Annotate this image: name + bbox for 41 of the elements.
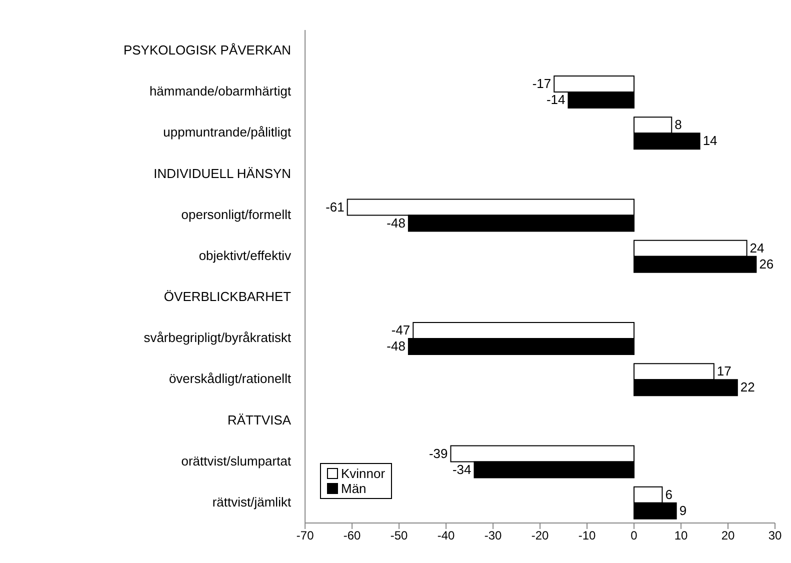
data-label: 24: [750, 240, 764, 256]
data-label: 14: [702, 133, 718, 148]
y-tick-label: hämmande/obarmhärtigt: [149, 84, 292, 99]
y-tick-label: opersonligt/formellt: [181, 206, 292, 222]
data-label: -61: [326, 199, 344, 214]
data-label: -48: [386, 338, 406, 354]
x-tick-label: 30: [768, 528, 782, 543]
data-label: 17: [716, 364, 732, 379]
y-tick-label: INDIVIDUELL HÄNSYN: [154, 166, 292, 181]
data-label: 8: [674, 117, 682, 132]
x-tick-label: -50: [390, 528, 408, 543]
y-tick-label: rättvist/jämlikt: [212, 494, 292, 510]
legend-label: Män: [341, 481, 366, 496]
x-tick-label: 10: [674, 528, 688, 543]
x-tick-label: 0: [630, 528, 638, 543]
x-tick-label: -60: [343, 528, 362, 543]
data-label: 6: [665, 486, 672, 502]
y-tick-label: uppmuntrande/pålitligt: [163, 124, 292, 140]
x-tick-label: -70: [296, 528, 314, 543]
x-tick-label: -20: [531, 528, 550, 543]
y-tick-label: RÄTTVISA: [228, 412, 292, 428]
data-label: 9: [679, 502, 687, 518]
x-tick-label: -40: [437, 528, 456, 543]
y-tick-label: PSYKOLOGISK PÅVERKAN: [123, 42, 292, 58]
y-tick-label: objektivt/effektiv: [198, 248, 292, 263]
data-label: -34: [452, 462, 472, 477]
data-label: 22: [740, 380, 755, 395]
data-label: -14: [546, 92, 566, 108]
data-label: -17: [532, 76, 552, 92]
y-tick-label: överskådligt/rationellt: [168, 371, 292, 386]
data-label: -48: [386, 215, 406, 230]
y-tick-label: svårbegripligt/byråkratiskt: [144, 330, 292, 346]
x-tick-label: -10: [578, 528, 596, 543]
x-tick-label: -30: [484, 528, 502, 543]
x-tick-label: 20: [721, 528, 735, 543]
legend-label: Kvinnor: [341, 466, 386, 481]
data-label: -47: [391, 322, 410, 338]
y-tick-label: ÖVERBLICKBARHET: [164, 289, 292, 304]
y-tick-label: orättvist/slumpartat: [181, 453, 292, 468]
data-label: 26: [759, 256, 774, 272]
data-label: -39: [428, 446, 448, 461]
